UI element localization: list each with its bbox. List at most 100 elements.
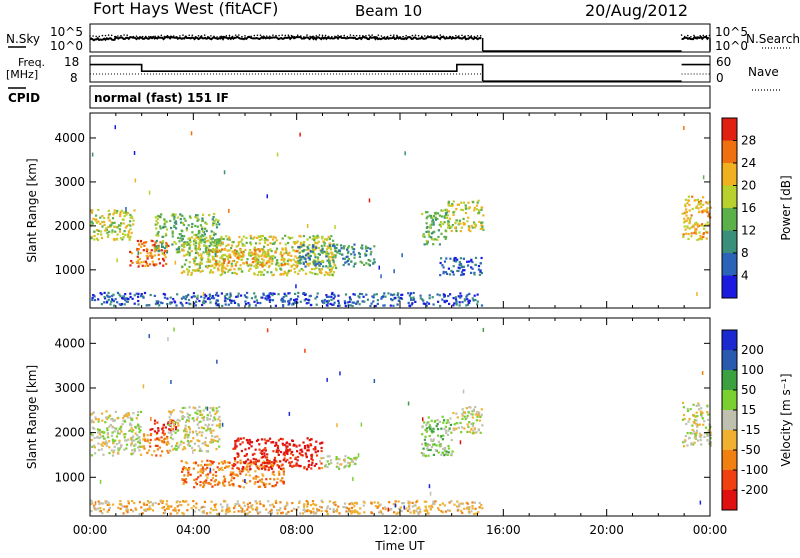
data-cell — [306, 505, 309, 508]
data-cell — [126, 297, 129, 300]
data-cell — [260, 238, 263, 241]
data-cell — [99, 222, 102, 225]
data-cell — [219, 468, 222, 471]
data-cell — [123, 303, 126, 306]
data-cell — [683, 440, 686, 443]
data-cell — [205, 294, 208, 297]
data-cell — [426, 301, 429, 304]
data-cell — [315, 303, 318, 306]
nsky-tick-bottom: 10^0 — [50, 39, 83, 53]
data-cell — [211, 250, 214, 254]
noise-cell — [167, 337, 169, 342]
noise-cell — [429, 491, 432, 496]
data-cell — [392, 304, 395, 307]
data-cell — [199, 409, 202, 413]
nsearch-dot — [244, 35, 246, 37]
data-cell — [170, 427, 173, 430]
data-cell — [212, 231, 216, 234]
data-cell — [691, 207, 694, 211]
data-cell — [105, 227, 108, 230]
data-cell — [269, 504, 272, 507]
data-cell — [263, 483, 266, 487]
data-cell — [306, 502, 309, 506]
data-cell — [203, 296, 206, 299]
data-cell — [358, 303, 361, 306]
data-cell — [134, 507, 137, 510]
data-cell — [173, 300, 176, 303]
data-cell — [684, 203, 687, 206]
data-cell — [430, 236, 433, 239]
data-cell — [466, 423, 469, 426]
data-cell — [194, 411, 197, 414]
data-cell — [331, 303, 334, 306]
data-cell — [422, 454, 425, 457]
data-cell — [452, 411, 455, 415]
data-cell — [438, 214, 441, 217]
data-cell — [461, 426, 464, 429]
data-cell — [332, 297, 335, 300]
data-cell — [234, 503, 237, 506]
data-cell — [239, 459, 242, 462]
data-cell — [307, 446, 310, 449]
data-cell — [696, 223, 699, 226]
data-cell — [156, 437, 159, 440]
data-cell — [236, 244, 240, 247]
data-cell — [170, 301, 173, 304]
data-cell — [228, 249, 231, 252]
data-cell — [182, 482, 185, 486]
data-cell — [167, 431, 170, 434]
data-cell — [695, 429, 699, 432]
data-cell — [419, 508, 422, 511]
data-cell — [155, 245, 158, 248]
data-cell — [108, 506, 111, 510]
data-cell — [228, 461, 231, 464]
data-cell — [328, 274, 331, 277]
x-tick-label: 00:00 — [693, 523, 728, 537]
data-cell — [430, 223, 433, 226]
data-cell — [333, 243, 336, 246]
data-cell — [461, 266, 464, 269]
data-cell — [264, 264, 267, 267]
data-cell — [92, 411, 95, 414]
data-cell — [197, 269, 200, 272]
data-cell — [457, 295, 460, 298]
data-cell — [467, 225, 470, 228]
data-cell — [129, 429, 132, 432]
data-cell — [287, 303, 290, 306]
data-cell — [180, 271, 184, 274]
data-cell — [261, 461, 264, 465]
data-cell — [282, 470, 285, 473]
data-cell — [205, 429, 208, 432]
data-cell — [421, 443, 424, 446]
data-cell — [432, 443, 435, 446]
data-cell — [381, 512, 384, 515]
data-cell — [426, 225, 429, 229]
data-cell — [236, 295, 239, 298]
data-cell — [297, 272, 300, 275]
data-cell — [138, 262, 141, 265]
data-cell — [481, 424, 484, 427]
data-cell — [365, 293, 368, 296]
data-cell — [207, 247, 210, 250]
data-cell — [326, 302, 329, 305]
data-cell — [229, 256, 232, 259]
noise-cell — [198, 238, 201, 243]
data-cell — [314, 248, 317, 251]
data-cell — [260, 465, 263, 468]
data-cell — [304, 452, 307, 455]
data-cell — [347, 250, 350, 253]
data-cell — [277, 449, 280, 452]
data-cell — [315, 295, 319, 298]
data-cell — [351, 301, 354, 304]
data-cell — [325, 510, 329, 513]
data-cell — [221, 241, 224, 244]
data-cell — [172, 448, 175, 451]
data-cell — [444, 453, 447, 456]
data-cell — [440, 453, 443, 456]
data-cell — [199, 420, 202, 423]
data-cell — [189, 473, 192, 476]
data-cell — [235, 272, 238, 275]
data-cell — [146, 304, 149, 307]
data-cell — [699, 439, 702, 442]
data-cell — [695, 232, 698, 235]
